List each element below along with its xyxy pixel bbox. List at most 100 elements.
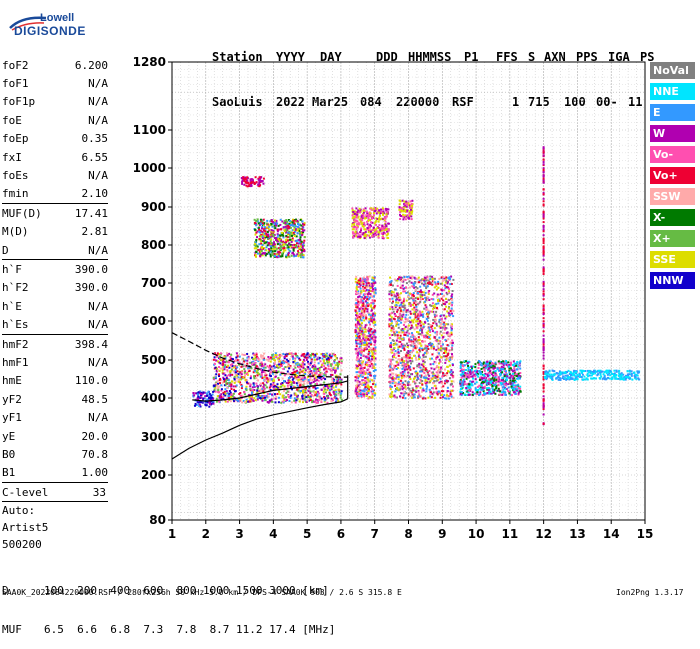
- echo-point: [427, 285, 429, 287]
- echo-point: [417, 298, 419, 300]
- echo-point: [215, 373, 217, 375]
- echo-point: [473, 374, 475, 376]
- echo-point: [440, 315, 442, 317]
- echo-point: [443, 394, 445, 396]
- echo-point: [443, 323, 445, 325]
- echo-point: [275, 376, 277, 378]
- echo-point: [319, 357, 321, 359]
- echo-point: [369, 335, 371, 337]
- echo-point: [497, 379, 499, 381]
- echo-point: [288, 377, 290, 379]
- echo-point: [366, 284, 368, 286]
- echo-point: [402, 363, 404, 365]
- echo-point: [443, 355, 445, 357]
- echo-point: [364, 341, 366, 343]
- echo-point: [255, 399, 257, 401]
- echo-point: [257, 357, 259, 359]
- echo-point: [308, 372, 310, 374]
- echo-point: [419, 320, 421, 322]
- echo-point: [240, 378, 242, 380]
- echo-point: [315, 388, 317, 390]
- echo-point: [429, 389, 431, 391]
- echo-point: [432, 382, 434, 384]
- echo-point: [506, 379, 508, 381]
- echo-point: [409, 293, 411, 295]
- echo-point: [444, 303, 446, 305]
- echo-point: [216, 401, 218, 403]
- echo-point: [370, 306, 372, 308]
- echo-point: [451, 383, 453, 385]
- echo-point: [234, 382, 236, 384]
- echo-point: [472, 394, 474, 396]
- echo-point: [543, 151, 545, 153]
- echo-point: [220, 384, 222, 386]
- echo-point: [292, 356, 294, 358]
- echo-point: [420, 325, 422, 327]
- echo-point: [310, 370, 312, 372]
- echo-point: [356, 304, 358, 306]
- echo-point: [407, 382, 409, 384]
- echo-point: [231, 388, 233, 390]
- echo-point: [272, 373, 274, 375]
- echo-point: [400, 380, 402, 382]
- echo-point: [483, 365, 485, 367]
- echo-point: [397, 335, 399, 337]
- y-tick-label: 900: [141, 200, 166, 214]
- echo-point: [270, 375, 272, 377]
- echo-point: [438, 321, 440, 323]
- echo-point: [373, 321, 375, 323]
- echo-point: [283, 380, 285, 382]
- echo-point: [244, 372, 246, 374]
- echo-point: [421, 391, 423, 393]
- echo-point: [229, 393, 231, 395]
- echo-point: [262, 400, 264, 402]
- echo-point: [359, 386, 361, 388]
- echo-point: [338, 389, 340, 391]
- echo-point: [420, 298, 422, 300]
- echo-point: [374, 353, 376, 355]
- echo-point: [395, 383, 397, 385]
- echo-point: [417, 303, 419, 305]
- echo-point: [398, 276, 400, 278]
- echo-point: [358, 279, 360, 281]
- echo-point: [504, 363, 506, 365]
- echo-point: [493, 380, 495, 382]
- echo-point: [393, 356, 395, 358]
- echo-point: [415, 390, 417, 392]
- echo-point: [409, 311, 411, 313]
- echo-point: [295, 362, 297, 364]
- echo-point: [394, 390, 396, 392]
- echo-point: [312, 379, 314, 381]
- echo-point: [215, 360, 217, 362]
- echo-point: [277, 393, 279, 395]
- echo-point: [287, 380, 289, 382]
- echo-point: [514, 370, 516, 372]
- echo-point: [543, 250, 545, 252]
- echo-point: [305, 396, 307, 398]
- echo-point: [407, 346, 409, 348]
- echo-point: [221, 388, 223, 390]
- echo-point: [422, 354, 424, 356]
- echo-point: [443, 315, 445, 317]
- x-tick-label: 8: [404, 527, 412, 541]
- echo-point: [444, 362, 446, 364]
- echo-point: [442, 299, 444, 301]
- echo-point: [461, 375, 463, 377]
- echo-point: [369, 378, 371, 380]
- echo-point: [543, 347, 545, 349]
- echo-point: [395, 304, 397, 306]
- echo-point: [407, 335, 409, 337]
- echo-point: [356, 337, 358, 339]
- echo-point: [438, 343, 440, 345]
- echo-point: [398, 355, 400, 357]
- echo-point: [448, 308, 450, 310]
- echo-point: [399, 395, 401, 397]
- echo-point: [440, 356, 442, 358]
- echo-point: [316, 371, 318, 373]
- echo-point: [357, 286, 359, 288]
- echo-point: [488, 387, 490, 389]
- echo-point: [403, 395, 405, 397]
- echo-point: [433, 348, 435, 350]
- echo-point: [407, 357, 409, 359]
- echo-point: [459, 391, 461, 393]
